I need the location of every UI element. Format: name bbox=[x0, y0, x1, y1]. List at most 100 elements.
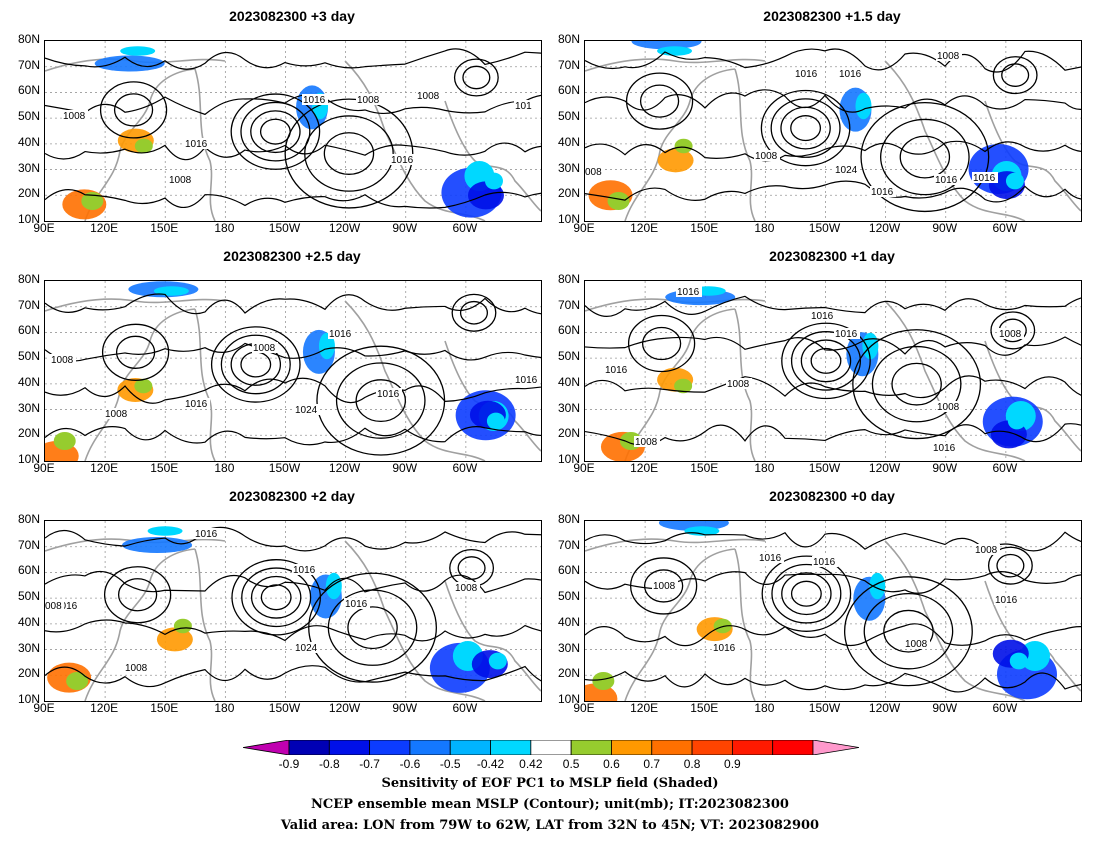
contour-label: 1008 bbox=[169, 175, 192, 186]
lat-tick-label: 70N bbox=[17, 537, 40, 552]
contour-label: 1008 bbox=[125, 663, 148, 674]
colorbar-label: -0.9 bbox=[278, 757, 300, 771]
lon-tick-label: 90E bbox=[573, 461, 595, 475]
lon-tick-label: 90E bbox=[573, 701, 595, 715]
map-svg: 1016 1008 1008 1008 1016 1016 1008 101 bbox=[45, 41, 541, 221]
contour-label: 1008 bbox=[975, 545, 998, 556]
colorbar-min-arrow bbox=[243, 740, 290, 755]
caption-line-3: Valid area: LON from 79W to 62W, LAT fro… bbox=[280, 818, 820, 833]
contour-label: 1008 bbox=[653, 581, 676, 592]
lon-tick-label: 60W bbox=[452, 461, 478, 475]
lat-tick-label: 40N bbox=[557, 134, 580, 149]
lon-tick-label: 90E bbox=[33, 221, 55, 235]
contour-label: 1016 bbox=[185, 139, 208, 150]
mslp-contours bbox=[45, 293, 541, 456]
lon-tick-label: 90W bbox=[392, 461, 418, 475]
lat-tick-label: 80N bbox=[557, 32, 580, 46]
lat-tick-label: 30N bbox=[17, 640, 40, 655]
lon-tick-label: 120W bbox=[328, 461, 361, 475]
contour-label: 1016 bbox=[839, 69, 862, 80]
lon-tick-label: 120W bbox=[868, 701, 901, 715]
contour-label: 1008 bbox=[727, 379, 750, 390]
contour-label: 1008 bbox=[905, 639, 928, 650]
lon-tick-label: 150E bbox=[150, 461, 179, 475]
colorbar-max-arrow bbox=[812, 740, 859, 755]
lon-tick-label: 60W bbox=[992, 461, 1018, 475]
lat-tick-label: 70N bbox=[17, 57, 40, 72]
lat-tick-label: 20N bbox=[17, 666, 40, 681]
lat-tick-label: 30N bbox=[557, 400, 580, 415]
colorbar-label: 0.5 bbox=[562, 757, 580, 771]
contour-label: 1024 bbox=[835, 165, 858, 176]
map-svg: 1016 1008 1016 1024 1016 1008 1008 1016 bbox=[45, 281, 541, 461]
lon-tick-label: 180 bbox=[214, 461, 235, 475]
lat-tick-label: 50N bbox=[557, 349, 580, 364]
contour-label: 1008 bbox=[999, 329, 1022, 340]
panel-title: 2023082300 +0 day bbox=[769, 488, 895, 504]
lon-tick-label: 150W bbox=[808, 221, 841, 235]
lat-tick-label: 40N bbox=[17, 614, 40, 629]
lon-tick-label: 60W bbox=[992, 701, 1018, 715]
contour-label: 1008 bbox=[357, 95, 380, 106]
lat-tick-label: 20N bbox=[557, 666, 580, 681]
lat-tick-label: 70N bbox=[557, 57, 580, 72]
contour-label: 1016 bbox=[835, 329, 858, 340]
lat-tick-label: 80N bbox=[557, 272, 580, 286]
colorbar-label: 0.9 bbox=[724, 757, 741, 771]
contour-label: 1008 bbox=[455, 583, 478, 594]
contour-label: 1024 bbox=[295, 643, 318, 654]
map-panel-p4: 1016 1016 1016 1008 1016 1008 1008 1016 1008 bbox=[584, 280, 1082, 462]
colorbar-label: -0.6 bbox=[399, 757, 421, 771]
lat-tick-label: 40N bbox=[17, 134, 40, 149]
lon-tick-label: 120W bbox=[328, 701, 361, 715]
map-svg: 1016 1016 1016 1008 1016 1024 1008 008 bbox=[45, 521, 541, 701]
lat-tick-label: 50N bbox=[557, 109, 580, 124]
lat-tick-label: 60N bbox=[557, 563, 580, 578]
contour-label: 1016 bbox=[377, 389, 400, 400]
contour-label: 101 bbox=[515, 101, 532, 112]
colorbar-label: -0.5 bbox=[439, 757, 461, 771]
colorbar-segment bbox=[530, 740, 572, 755]
panel-title: 2023082300 +3 day bbox=[229, 8, 355, 24]
lon-tick-label: 120E bbox=[630, 461, 659, 475]
contour-label: 008 bbox=[585, 167, 602, 178]
contour-label: 1008 bbox=[937, 51, 960, 62]
panel-title: 2023082300 +2.5 day bbox=[223, 248, 361, 264]
colorbar-segment bbox=[651, 740, 693, 755]
lon-tick-label: 120W bbox=[868, 461, 901, 475]
map-panel-p5: 1016 1016 1016 1008 1016 1024 1008 008 bbox=[44, 520, 542, 702]
contour-label: 1016 bbox=[293, 565, 316, 576]
lat-tick-label: 30N bbox=[557, 640, 580, 655]
lat-tick-label: 20N bbox=[557, 186, 580, 201]
lat-tick-label: 40N bbox=[557, 374, 580, 389]
mslp-contours bbox=[585, 295, 1081, 446]
contour-label: 1016 bbox=[195, 529, 218, 540]
contour-label: 1016 bbox=[811, 311, 834, 322]
lon-tick-label: 120W bbox=[328, 221, 361, 235]
lat-tick-label: 20N bbox=[557, 426, 580, 441]
map-svg: 1016 1016 1008 1008 1016 1016 1008 bbox=[585, 521, 1081, 701]
colorbar-label: -0.42 bbox=[476, 757, 505, 771]
colorbar-segment bbox=[611, 740, 653, 755]
colorbar bbox=[243, 740, 859, 755]
contour-label: 1016 bbox=[935, 175, 958, 186]
lat-tick-label: 10N bbox=[17, 692, 40, 706]
lat-tick-label: 10N bbox=[557, 692, 580, 706]
colorbar-label: 0.7 bbox=[643, 757, 661, 771]
contour-label: 1016 bbox=[871, 187, 894, 198]
sensitivity-shading bbox=[588, 41, 1029, 211]
colorbar-label: -0.7 bbox=[359, 757, 380, 771]
map-svg: 1008 1016 1016 1008 1024 1016 1016 1016 008 bbox=[585, 41, 1081, 221]
contour-label: 1016 bbox=[605, 365, 628, 376]
contour-label: 1008 bbox=[635, 437, 658, 448]
lat-tick-label: 80N bbox=[17, 32, 40, 46]
colorbar-segment bbox=[369, 740, 411, 755]
sensitivity-shading bbox=[47, 526, 508, 693]
contour-label: 1016 bbox=[185, 399, 208, 410]
lat-tick-label: 50N bbox=[17, 109, 40, 124]
map-panel-p6: 1016 1016 1008 1008 1016 1016 1008 bbox=[584, 520, 1082, 702]
colorbar-segment bbox=[772, 740, 814, 755]
contour-label: 1016 bbox=[973, 173, 996, 184]
lon-tick-label: 90E bbox=[573, 221, 595, 235]
lat-tick-label: 30N bbox=[17, 400, 40, 415]
